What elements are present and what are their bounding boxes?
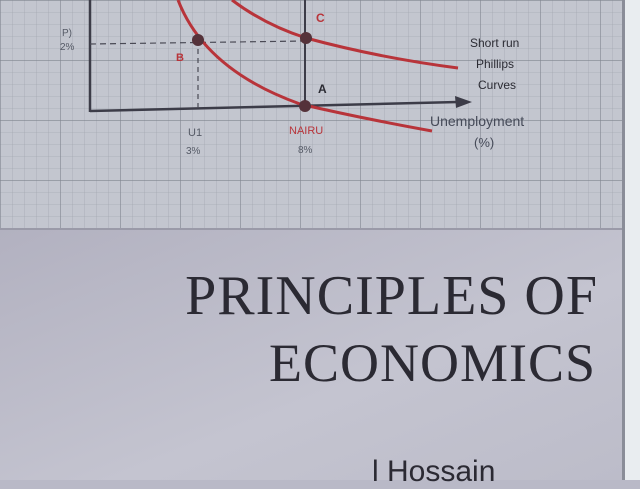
author-name-partial: l Hossain — [372, 455, 496, 488]
dashed-guide-horizontal — [89, 40, 307, 45]
x-axis-label: Unemployment — [430, 113, 524, 129]
book-title-line-1: PRINCIPLES OF — [185, 265, 598, 327]
point-a-label: A — [318, 82, 327, 96]
curve-label-line-3: Curves — [478, 78, 516, 92]
book-edge — [624, 0, 640, 480]
point-b-marker — [192, 34, 204, 46]
point-c-label: C — [316, 11, 325, 25]
point-a-marker — [299, 100, 311, 112]
point-c-marker — [300, 32, 312, 44]
x-axis-arrowhead — [455, 96, 472, 108]
x-axis-unit: (%) — [474, 135, 494, 150]
y-axis-label: P) — [62, 28, 72, 39]
x-axis — [89, 100, 459, 113]
x-tick-nairu-value: 8% — [298, 145, 313, 156]
cover-lower-area — [0, 228, 625, 480]
phillips-curve-diagram: P) 2% U1 3% NAIRU 8% Unemployment (%) A … — [60, 0, 524, 157]
book-title-line-2: ECONOMICS — [268, 333, 596, 393]
x-tick-u1: U1 — [188, 127, 202, 139]
x-tick-u1-value: 3% — [186, 146, 201, 157]
curve-label-line-1: Short run — [470, 36, 519, 50]
curve-label-line-2: Phillips — [476, 57, 514, 71]
y-tick-label: 2% — [60, 42, 75, 53]
x-tick-nairu: NAIRU — [289, 125, 323, 137]
point-b-label: B — [176, 52, 184, 64]
